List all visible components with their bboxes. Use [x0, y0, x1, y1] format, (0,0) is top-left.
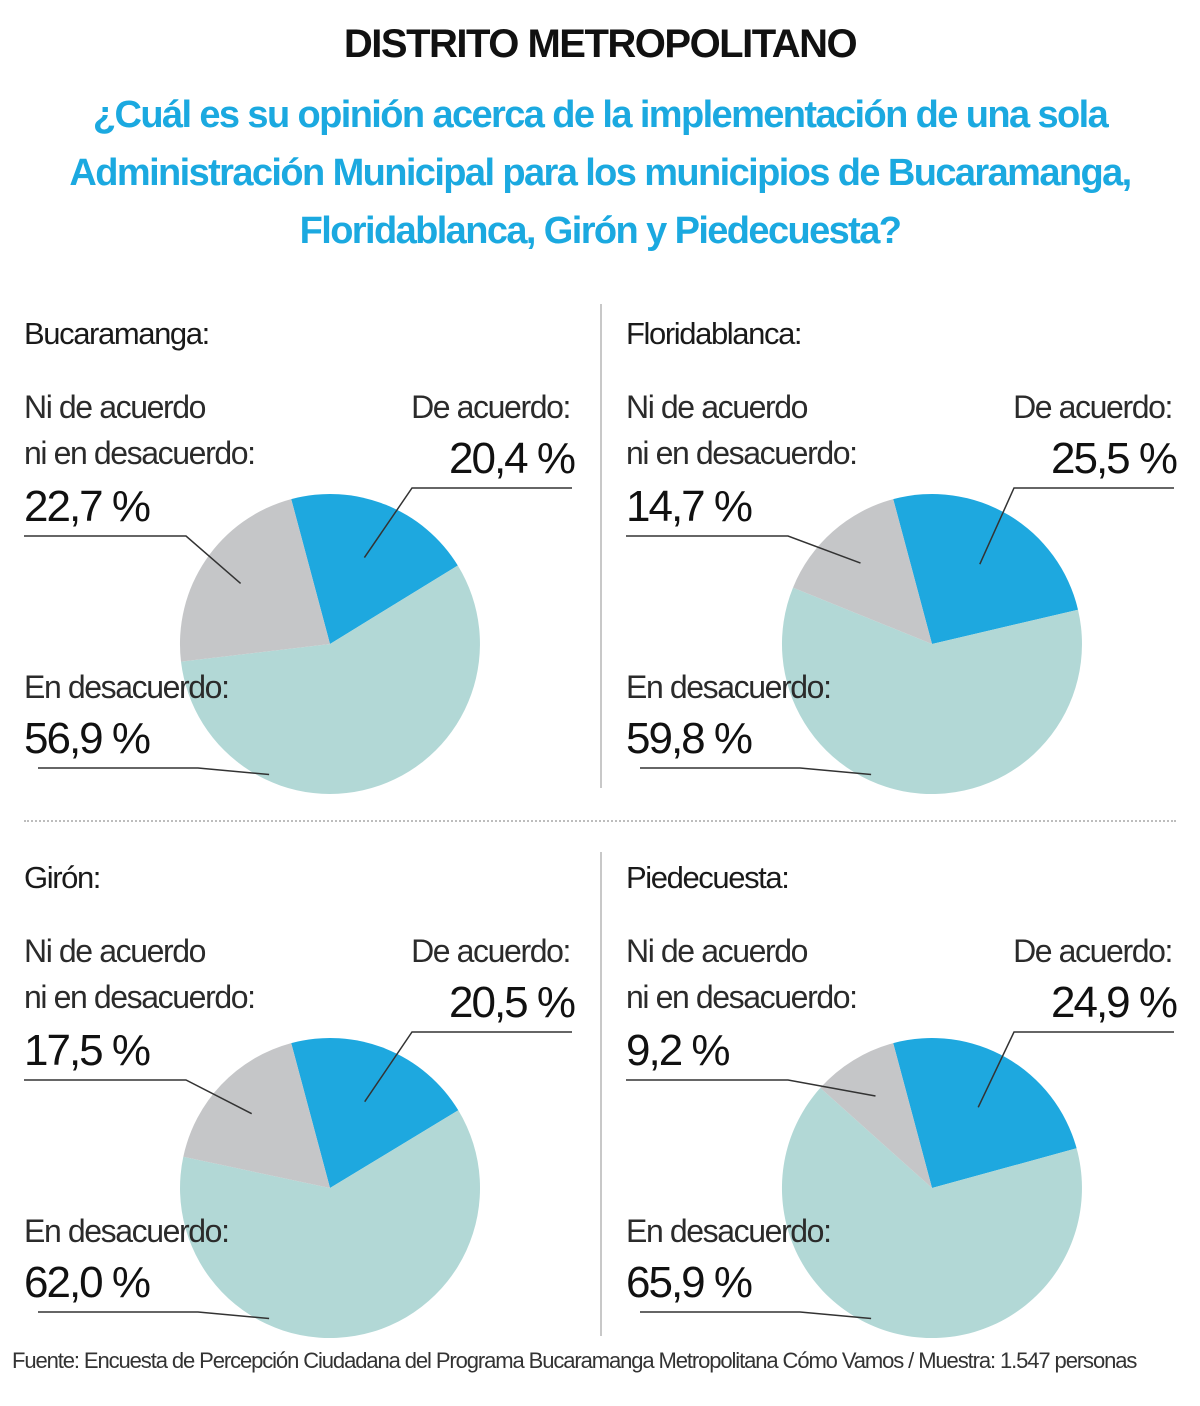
- municipality-title: Piedecuesta:: [626, 860, 790, 895]
- agree-value: 20,5 %: [449, 978, 576, 1027]
- neutral-label: Ni de acuerdo ni en desacuerdo:: [626, 933, 858, 1015]
- agree-value: 24,9 %: [1051, 978, 1178, 1027]
- disagree-label: En desacuerdo:: [24, 1213, 230, 1249]
- pie-slice-disagree: [181, 565, 480, 794]
- neutral-label: Ni de acuerdo ni en desacuerdo:: [24, 389, 256, 471]
- pie-chart: [626, 1031, 1174, 1339]
- agree-label: De acuerdo:: [411, 933, 571, 969]
- pie-slice-disagree: [781, 1087, 1082, 1339]
- leader-line-agree: [979, 487, 1174, 565]
- pie-slice-agree: [291, 494, 458, 644]
- pie-slice-neutral: [179, 499, 330, 662]
- neutral-value: 9,2 %: [626, 1026, 731, 1075]
- disagree-label: En desacuerdo:: [626, 669, 832, 705]
- leader-line-disagree: [640, 767, 872, 776]
- neutral-label: Ni de acuerdo ni en desacuerdo:: [24, 933, 256, 1015]
- pie-panel-bucaramanga: Bucaramanga: Ni de acuerdo ni en desacuer…: [0, 306, 600, 846]
- leader-line-neutral: [626, 1079, 876, 1097]
- agree-label: De acuerdo:: [1013, 933, 1173, 969]
- pie-panel-giron: Girón: Ni de acuerdo ni en desacuerdo: 17…: [0, 850, 600, 1390]
- leader-line-disagree: [38, 767, 270, 776]
- horizontal-divider: [24, 820, 1176, 822]
- leader-line-neutral: [24, 535, 242, 584]
- pie-slice-neutral: [183, 1043, 330, 1188]
- pie-slice-neutral: [820, 1043, 932, 1188]
- leader-line-neutral: [626, 535, 861, 564]
- agree-label: De acuerdo:: [411, 389, 571, 425]
- disagree-value: 62,0 %: [24, 1258, 151, 1307]
- disagree-value: 56,9 %: [24, 714, 151, 763]
- leader-line-disagree: [640, 1311, 872, 1320]
- pie-slice-neutral: [793, 499, 932, 644]
- vertical-divider-top: [600, 304, 602, 788]
- neutral-value: 22,7 %: [24, 482, 151, 531]
- leader-line-agree: [364, 1031, 572, 1103]
- pie-slice-disagree: [781, 587, 1082, 795]
- neutral-value: 17,5 %: [24, 1026, 151, 1075]
- disagree-label: En desacuerdo:: [24, 669, 230, 705]
- pie-slice-agree: [291, 1037, 459, 1188]
- pie-chart: [24, 487, 572, 794]
- chart-title: DISTRITO METROPOLITANO: [343, 22, 858, 66]
- pie-slice-agree: [893, 494, 1078, 644]
- municipality-title: Bucaramanga:: [24, 316, 210, 351]
- leader-line-disagree: [38, 1311, 270, 1320]
- agree-value: 25,5 %: [1051, 434, 1178, 483]
- disagree-label: En desacuerdo:: [626, 1213, 832, 1249]
- pie-slice-agree: [893, 1038, 1077, 1188]
- agree-value: 20,4 %: [449, 434, 576, 483]
- pie-chart: [626, 487, 1174, 795]
- vertical-divider-bottom: [600, 852, 602, 1336]
- pie-panel-piedecuesta: Piedecuesta: Ni de acuerdo ni en desacuer…: [602, 850, 1200, 1390]
- chart-question: ¿Cuál es su opinión acerca de la impleme…: [69, 94, 1132, 252]
- leader-line-agree: [977, 1031, 1174, 1108]
- agree-label: De acuerdo:: [1013, 389, 1173, 425]
- source-note: Fuente: Encuesta de Percepción Ciudadana…: [12, 1348, 1137, 1373]
- neutral-label: Ni de acuerdo ni en desacuerdo:: [626, 389, 858, 471]
- municipality-title: Floridablanca:: [626, 316, 803, 351]
- disagree-value: 59,8 %: [626, 714, 753, 763]
- pie-panel-floridablanca: Floridablanca: Ni de acuerdo ni en desacu…: [602, 306, 1200, 846]
- pie-slice-disagree: [180, 1110, 481, 1339]
- pie-chart: [24, 1031, 572, 1339]
- neutral-value: 14,7 %: [626, 482, 753, 531]
- leader-line-agree: [363, 487, 572, 559]
- municipality-title: Girón:: [24, 860, 101, 895]
- leader-line-neutral: [24, 1079, 253, 1115]
- disagree-value: 65,9 %: [626, 1258, 753, 1307]
